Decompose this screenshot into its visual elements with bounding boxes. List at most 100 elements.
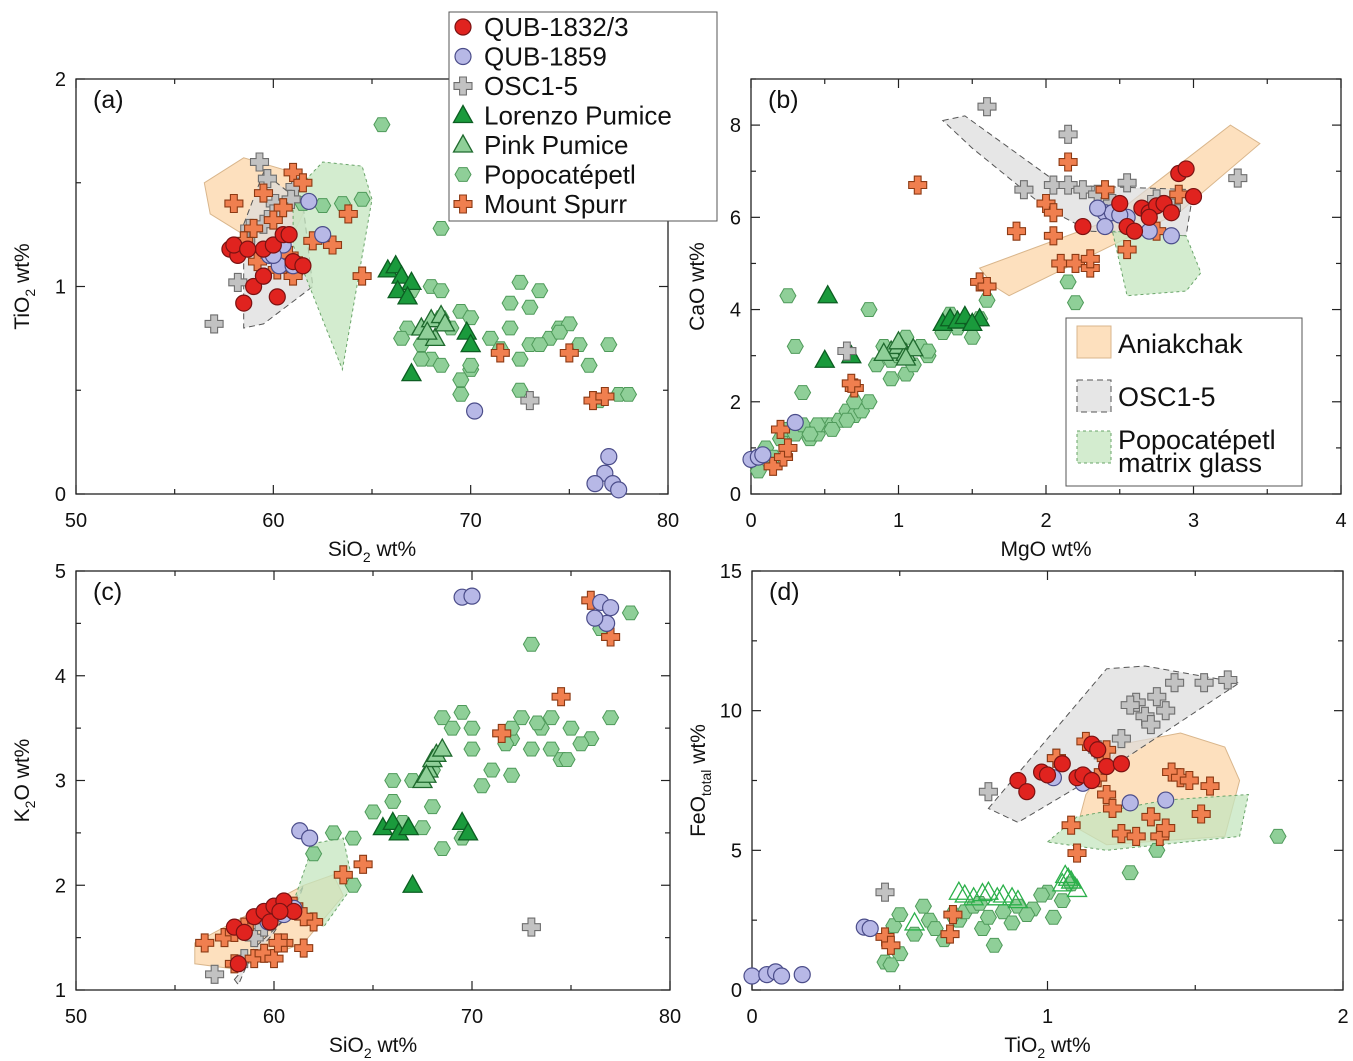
point-qub-1859 bbox=[600, 448, 618, 466]
y-axis-label: K2O wt% bbox=[11, 739, 38, 823]
point-popocat-petl bbox=[1121, 865, 1139, 881]
axes: 50 60 70 80 0 1 2 SiO2 wt% TiO2 wt% bbox=[11, 69, 679, 565]
point-qub-1832-3 bbox=[235, 294, 253, 312]
y-axis-label: FeOtotal wt% bbox=[687, 724, 714, 837]
point-popocat-petl bbox=[882, 371, 900, 387]
point-popocat-petl bbox=[528, 715, 546, 731]
series-lorenzo-pumice bbox=[377, 254, 482, 382]
point-mount-spurr bbox=[352, 266, 372, 286]
legend-marker-qub-1832-3 bbox=[454, 18, 472, 36]
point-lorenzo-pumice bbox=[390, 264, 413, 284]
point-popocat-petl bbox=[779, 288, 797, 304]
point-popocat-petl bbox=[364, 804, 382, 820]
point-pink-pumice bbox=[873, 342, 895, 362]
axes: 50 60 70 80 1 2 3 4 5 SiO2 wt% K2O wt% bbox=[11, 561, 681, 1061]
x-tick-label: 50 bbox=[65, 1006, 87, 1028]
point-mount-spurr bbox=[1058, 152, 1078, 172]
point-qub-1832-3 bbox=[1089, 741, 1107, 759]
point-qub-1859 bbox=[1096, 217, 1114, 236]
point-mount-spurr bbox=[1169, 184, 1189, 204]
point-mount-spurr bbox=[1191, 804, 1211, 824]
x-tick-label: 2 bbox=[1337, 1006, 1348, 1028]
point-osc1-5 bbox=[1073, 180, 1093, 200]
point-qub-1832-3 bbox=[245, 277, 263, 296]
point-popocat-petl bbox=[882, 957, 900, 973]
point-mount-spurr bbox=[908, 175, 928, 195]
point-pink-pumice bbox=[1054, 864, 1076, 884]
point-pink-pumice bbox=[971, 882, 994, 902]
point-mount-spurr bbox=[490, 343, 510, 363]
point-qub-1859 bbox=[743, 967, 761, 985]
y-tick-label: 10 bbox=[720, 701, 742, 723]
point-qub-1832-3 bbox=[1162, 204, 1180, 222]
data-points bbox=[743, 670, 1287, 985]
point-popocat-petl bbox=[501, 295, 519, 311]
point-popocat-petl bbox=[324, 825, 342, 841]
point-pink-pumice bbox=[1060, 869, 1082, 889]
point-qub-1859 bbox=[586, 609, 604, 627]
point-qub-1859 bbox=[610, 481, 628, 499]
x-tick-label: 3 bbox=[1188, 510, 1199, 532]
field-legend-swatch-popo bbox=[1076, 430, 1112, 464]
x-tick-label: 0 bbox=[746, 1006, 757, 1028]
point-popocat-petl bbox=[580, 357, 598, 373]
point-popocat-petl bbox=[794, 385, 812, 400]
point-mount-spurr bbox=[1043, 226, 1063, 246]
point-mount-spurr bbox=[333, 865, 353, 885]
x-tick-label: 1 bbox=[1042, 1006, 1053, 1028]
point-qub-1832-3 bbox=[239, 240, 257, 258]
point-pink-pumice bbox=[948, 880, 970, 900]
point-qub-1832-3 bbox=[1038, 766, 1057, 784]
series-lorenzo-pumice bbox=[814, 284, 991, 368]
point-popocat-petl bbox=[501, 320, 519, 336]
point-osc1-5 bbox=[1194, 673, 1214, 693]
axes: 0 1 2 3 4 0 2 4 6 8 MgO wt% CaO wt% bbox=[686, 78, 1347, 561]
point-osc1-5 bbox=[1117, 173, 1137, 193]
point-popocat-petl bbox=[1003, 915, 1021, 931]
point-popocat-petl bbox=[373, 117, 391, 133]
point-popocat-petl bbox=[522, 741, 540, 757]
legend-marker-osc1-5 bbox=[453, 76, 473, 96]
point-qub-1859 bbox=[754, 446, 772, 464]
point-popocat-petl bbox=[914, 898, 932, 914]
point-popocat-petl bbox=[1044, 909, 1062, 925]
point-osc1-5 bbox=[204, 314, 224, 334]
point-osc1-5 bbox=[1147, 687, 1167, 707]
point-qub-1832-3 bbox=[1111, 194, 1129, 213]
point-popocat-petl bbox=[542, 710, 560, 726]
point-mount-spurr bbox=[273, 198, 293, 218]
series-lorenzo-pumice bbox=[372, 811, 479, 893]
point-popocat-petl bbox=[602, 710, 620, 726]
point-pink-pumice bbox=[887, 330, 910, 350]
point-popocat-petl bbox=[531, 283, 549, 299]
point-popocat-petl bbox=[621, 605, 639, 621]
legend-label-osc1-5: OSC1-5 bbox=[484, 71, 578, 101]
point-qub-1859 bbox=[601, 599, 620, 617]
point-popocat-petl bbox=[1269, 828, 1287, 844]
point-mount-spurr bbox=[1117, 240, 1137, 260]
point-mount-spurr bbox=[970, 272, 990, 292]
x-tick-label: 80 bbox=[659, 1006, 681, 1028]
y-tick-label: 5 bbox=[55, 561, 66, 583]
point-popocat-petl bbox=[452, 387, 470, 402]
x-tick-label: 0 bbox=[745, 510, 756, 532]
point-mount-spurr bbox=[601, 627, 621, 647]
point-pink-pumice bbox=[1001, 886, 1023, 906]
point-mount-spurr bbox=[492, 723, 512, 743]
point-qub-1859 bbox=[1157, 791, 1175, 809]
point-mount-spurr bbox=[551, 687, 571, 707]
point-popocat-petl bbox=[433, 841, 451, 856]
point-popocat-petl bbox=[970, 896, 989, 911]
point-popocat-petl bbox=[978, 292, 996, 308]
point-osc1-5 bbox=[1165, 673, 1185, 693]
point-qub-1859 bbox=[861, 919, 879, 938]
point-mount-spurr bbox=[293, 173, 313, 193]
x-axis-label: SiO2 wt% bbox=[329, 1034, 417, 1061]
legend-label-mount-spurr: Mount Spurr bbox=[484, 189, 627, 219]
point-lorenzo-pumice bbox=[460, 333, 482, 353]
point-qub-1859 bbox=[586, 475, 604, 493]
point-popocat-petl bbox=[393, 330, 411, 346]
field-legend-label-osc: OSC1-5 bbox=[1118, 382, 1216, 412]
point-qub-1832-3 bbox=[1097, 757, 1116, 776]
point-popocat-petl bbox=[979, 909, 997, 925]
